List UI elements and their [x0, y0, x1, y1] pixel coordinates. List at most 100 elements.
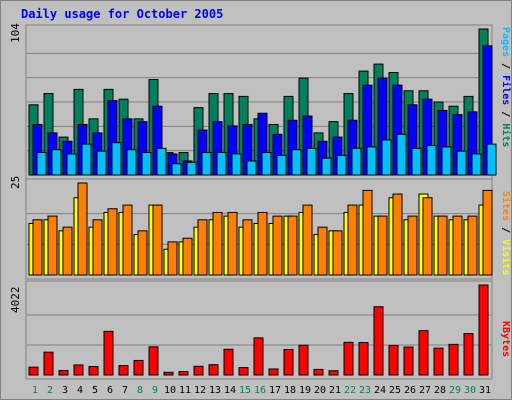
bar-sites-day-3 — [62, 226, 73, 276]
day-label-24: 24 — [374, 385, 386, 396]
bar-pages-day-10 — [171, 163, 182, 176]
day-label-8: 8 — [137, 385, 143, 396]
bar-kbytes-day-2 — [43, 351, 54, 376]
bar-pages-day-27 — [426, 145, 437, 176]
day-label-26: 26 — [404, 385, 416, 396]
legend-kbytes: KBytes — [500, 321, 511, 357]
bar-kbytes-day-23 — [358, 342, 369, 376]
bar-kbytes-day-21 — [328, 370, 339, 376]
bar-sites-day-4 — [77, 182, 88, 276]
bar-sites-day-29 — [452, 215, 463, 276]
bar-sites-day-11 — [182, 237, 193, 276]
bar-pages-day-20 — [321, 157, 332, 176]
bar-sites-day-9 — [152, 204, 163, 276]
bar-kbytes-day-28 — [433, 347, 444, 376]
day-label-31: 31 — [479, 385, 491, 396]
day-label-3: 3 — [62, 385, 68, 396]
bar-pages-day-23 — [366, 146, 377, 176]
bar-kbytes-day-1 — [28, 366, 39, 376]
bar-pages-day-28 — [441, 146, 452, 176]
ymax-label-kbytes: 4022 — [9, 287, 22, 314]
bar-kbytes-day-18 — [283, 348, 294, 376]
legend-separator: / — [500, 57, 511, 75]
day-label-29: 29 — [449, 385, 461, 396]
bar-pages-day-12 — [201, 152, 212, 176]
bar-sites-day-22 — [347, 204, 358, 276]
bar-kbytes-day-11 — [178, 371, 189, 376]
legend-pages: Pages — [500, 27, 511, 57]
legend-sites: Sites — [500, 191, 511, 221]
bar-sites-day-21 — [332, 230, 343, 276]
day-label-7: 7 — [122, 385, 128, 396]
bar-sites-day-30 — [467, 215, 478, 276]
legend-hits-files-pages: Pages / Files / Hits — [500, 27, 511, 147]
bar-pages-day-31 — [486, 143, 497, 176]
bar-pages-day-15 — [246, 160, 257, 176]
bar-pages-day-25 — [396, 133, 407, 176]
bar-sites-day-17 — [272, 215, 283, 276]
bar-sites-day-8 — [137, 230, 148, 276]
day-label-6: 6 — [107, 385, 113, 396]
bar-pages-day-4 — [81, 143, 92, 176]
day-label-19: 19 — [299, 385, 311, 396]
legend-kbytes: KBytes — [500, 321, 511, 357]
day-label-14: 14 — [224, 385, 236, 396]
bar-sites-day-25 — [392, 193, 403, 276]
bar-kbytes-day-9 — [148, 346, 159, 376]
bar-pages-day-3 — [66, 153, 77, 176]
bar-kbytes-day-25 — [388, 344, 399, 376]
bar-sites-day-19 — [302, 204, 313, 276]
bar-pages-day-29 — [456, 150, 467, 176]
bar-pages-day-9 — [156, 147, 167, 176]
day-label-12: 12 — [194, 385, 206, 396]
chart-title: Daily usage for October 2005 — [21, 7, 224, 21]
bar-pages-day-26 — [411, 147, 422, 176]
day-label-1: 1 — [32, 385, 38, 396]
day-label-13: 13 — [209, 385, 221, 396]
bar-pages-day-24 — [381, 139, 392, 176]
legend-separator: / — [500, 105, 511, 123]
bar-pages-day-16 — [261, 152, 272, 176]
bar-kbytes-day-15 — [238, 367, 249, 376]
bar-pages-day-30 — [471, 153, 482, 176]
bar-sites-day-15 — [242, 219, 253, 276]
legend-visits-sites: Sites / Visits — [500, 191, 511, 275]
bar-sites-day-27 — [422, 197, 433, 276]
day-label-15: 15 — [239, 385, 251, 396]
bar-pages-day-18 — [291, 149, 302, 176]
bar-kbytes-day-26 — [403, 346, 414, 376]
bar-sites-day-1 — [32, 219, 43, 276]
day-label-28: 28 — [434, 385, 446, 396]
bar-sites-day-16 — [257, 211, 268, 276]
bar-sites-day-23 — [362, 189, 373, 276]
bar-pages-day-22 — [351, 147, 362, 176]
bar-kbytes-day-16 — [253, 337, 264, 376]
bar-kbytes-day-27 — [418, 330, 429, 376]
bar-sites-day-14 — [227, 211, 238, 276]
day-label-2: 2 — [47, 385, 53, 396]
bar-sites-day-6 — [107, 208, 118, 276]
bar-sites-day-12 — [197, 219, 208, 276]
day-label-4: 4 — [77, 385, 83, 396]
legend-separator: / — [500, 221, 511, 239]
bar-kbytes-day-22 — [343, 341, 354, 376]
bar-kbytes-day-13 — [208, 364, 219, 376]
bar-sites-day-2 — [47, 215, 58, 276]
day-label-5: 5 — [92, 385, 98, 396]
bar-kbytes-day-12 — [193, 365, 204, 376]
day-label-23: 23 — [359, 385, 371, 396]
bar-sites-day-20 — [317, 226, 328, 276]
bar-kbytes-day-20 — [313, 368, 324, 376]
legend-files: Files — [500, 75, 511, 105]
day-label-9: 9 — [152, 385, 158, 396]
bar-kbytes-day-19 — [298, 344, 309, 376]
bar-kbytes-day-14 — [223, 348, 234, 376]
day-label-22: 22 — [344, 385, 356, 396]
bar-kbytes-day-29 — [448, 343, 459, 376]
bar-pages-day-1 — [36, 152, 47, 176]
bar-pages-day-21 — [336, 154, 347, 176]
bar-pages-day-6 — [111, 142, 122, 176]
bar-sites-day-5 — [92, 219, 103, 276]
